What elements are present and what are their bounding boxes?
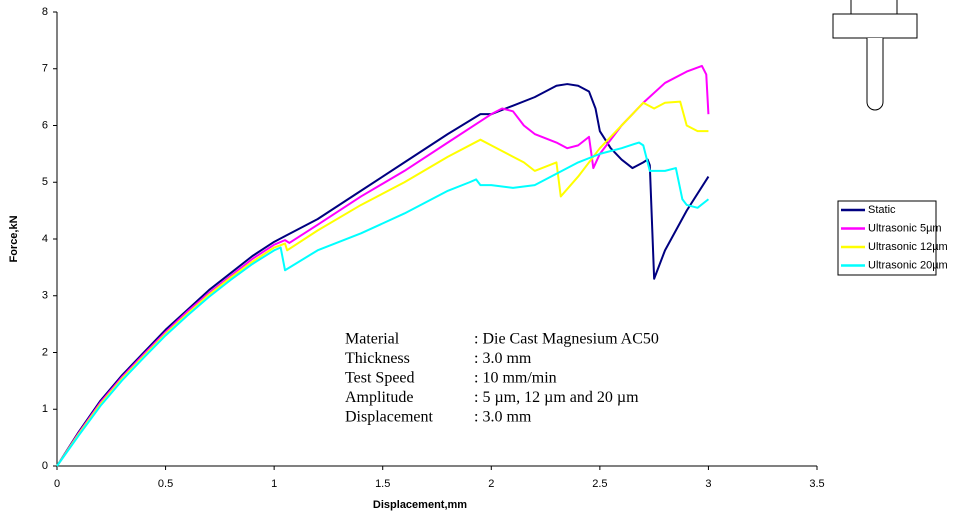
annotation-text: : 3.0 mm [474,409,532,426]
x-tick-label: 1.5 [375,478,390,490]
x-tick-label: 3 [705,478,711,490]
series-line [56,83,710,467]
annotation-label: Thickness [345,350,410,367]
annotation-text: : 3.0 mm [474,350,532,367]
annotation-label: Amplitude [345,389,413,406]
series-line [56,141,710,467]
annotation-text: : 10 mm/min [474,370,557,387]
y-tick-label: 6 [42,119,48,131]
x-tick-label: 0 [54,478,60,490]
x-axis-label: Displacement,mm [373,499,467,511]
y-tick-label: 3 [42,290,48,302]
y-tick-label: 5 [42,176,48,188]
y-axis-label: Force,kN [8,215,20,262]
x-tick-label: 2 [488,478,494,490]
y-tick-label: 7 [42,63,48,75]
legend [837,200,937,276]
annotation-text: : Die Cast Magnesium AC50 [474,331,659,348]
annotation-text: : 5 µm, 12 µm and 20 µm [474,389,639,406]
legend-label: Static [868,204,896,216]
annotation-label: Material [345,331,400,348]
x-tick-label: 3.5 [809,478,824,490]
tool-icon [832,0,918,111]
y-tick-label: 2 [42,346,48,358]
legend-label: Ultrasonic 5µm [868,222,942,234]
x-tick-label: 1 [271,478,277,490]
legend-label: Ultrasonic 12µm [868,241,948,253]
y-tick-label: 1 [42,403,48,415]
series-line [56,100,709,467]
legend-label: Ultrasonic 20µm [868,259,948,271]
x-tick-label: 0.5 [158,478,173,490]
annotation-label: Test Speed [345,370,415,387]
y-tick-label: 4 [42,233,48,245]
annotation-label: Displacement [345,409,434,426]
y-tick-label: 0 [42,460,48,472]
y-tick-label: 8 [42,6,48,18]
x-tick-label: 2.5 [592,478,607,490]
